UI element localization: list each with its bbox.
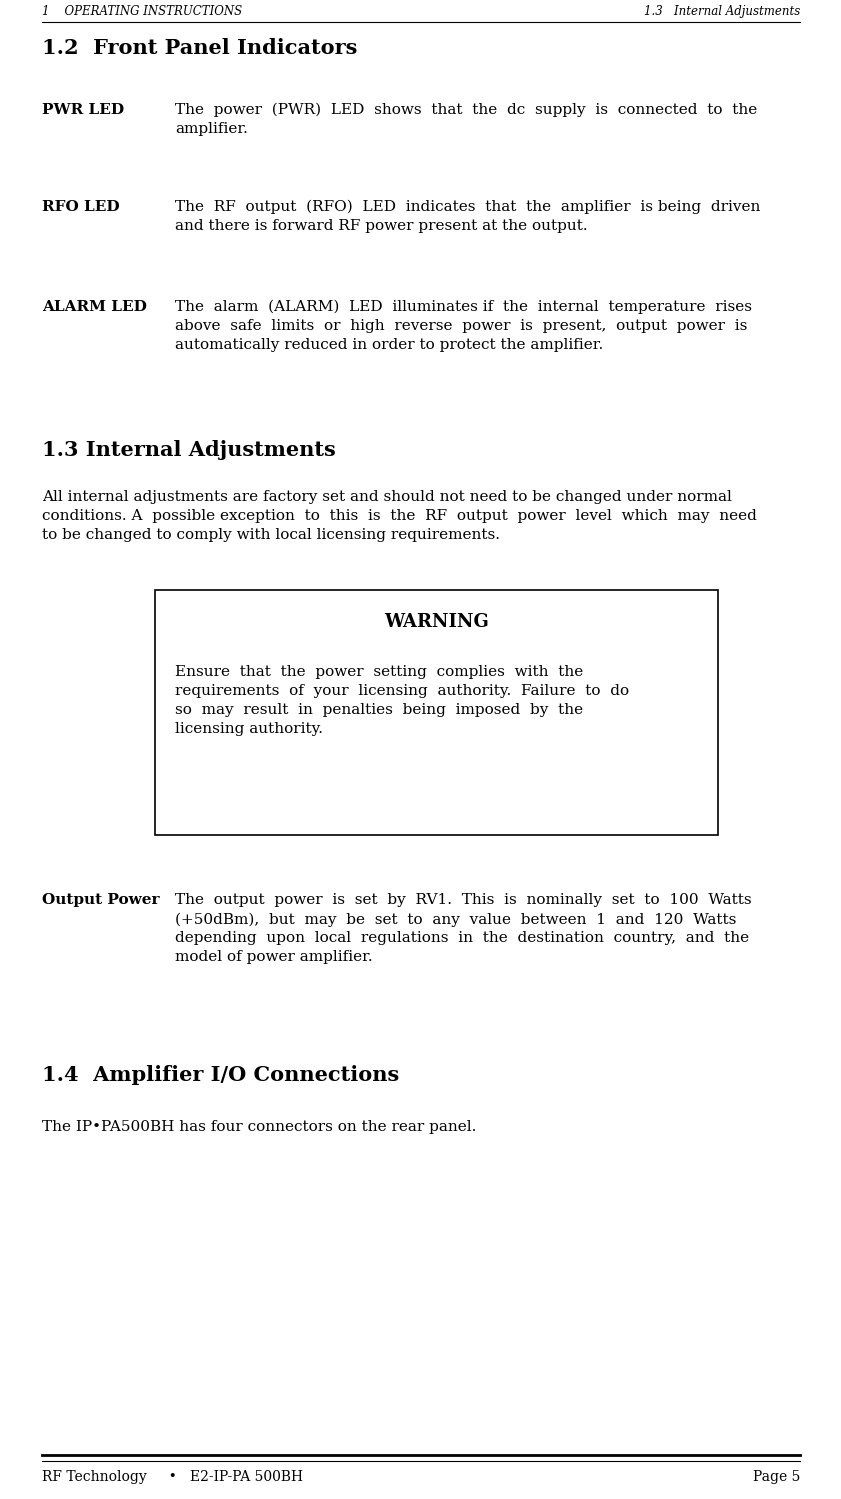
Text: 1.4  Amplifier I/O Connections: 1.4 Amplifier I/O Connections — [42, 1064, 399, 1085]
Text: 1    OPERATING INSTRUCTIONS: 1 OPERATING INSTRUCTIONS — [42, 4, 242, 18]
Text: Output Power: Output Power — [42, 893, 160, 907]
Text: Page 5: Page 5 — [753, 1471, 800, 1484]
Text: Ensure  that  the  power  setting  complies  with  the
requirements  of  your  l: Ensure that the power setting complies w… — [175, 666, 629, 736]
Text: RF Technology     •   E2-IP-PA 500BH: RF Technology • E2-IP-PA 500BH — [42, 1471, 303, 1484]
Text: PWR LED: PWR LED — [42, 103, 124, 117]
Text: WARNING: WARNING — [384, 613, 489, 631]
Text: The  RF  output  (RFO)  LED  indicates  that  the  amplifier  is being  driven
a: The RF output (RFO) LED indicates that t… — [175, 199, 760, 234]
Text: The  power  (PWR)  LED  shows  that  the  dc  supply  is  connected  to  the
amp: The power (PWR) LED shows that the dc su… — [175, 103, 757, 136]
Text: The IP•PA500BH has four connectors on the rear panel.: The IP•PA500BH has four connectors on th… — [42, 1120, 476, 1135]
Bar — [155, 591, 718, 835]
Text: 1.3   Internal Adjustments: 1.3 Internal Adjustments — [643, 4, 800, 18]
Text: 1.2  Front Panel Indicators: 1.2 Front Panel Indicators — [42, 37, 357, 58]
Text: The  output  power  is  set  by  RV1.  This  is  nominally  set  to  100  Watts
: The output power is set by RV1. This is … — [175, 893, 752, 964]
Text: 1.3 Internal Adjustments: 1.3 Internal Adjustments — [42, 441, 336, 460]
Text: All internal adjustments are factory set and should not need to be changed under: All internal adjustments are factory set… — [42, 490, 757, 543]
Text: RFO LED: RFO LED — [42, 199, 119, 214]
Text: ALARM LED: ALARM LED — [42, 300, 147, 313]
Text: The  alarm  (ALARM)  LED  illuminates if  the  internal  temperature  rises
abov: The alarm (ALARM) LED illuminates if the… — [175, 300, 752, 352]
